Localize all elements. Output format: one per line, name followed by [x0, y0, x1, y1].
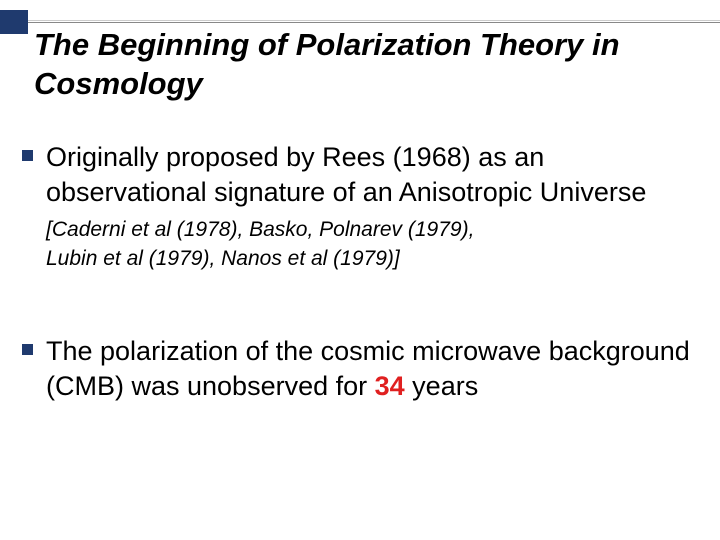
bullet-item: The polarization of the cosmic microwave…: [22, 334, 702, 404]
slide-title: The Beginning of Polarization Theory in …: [34, 26, 710, 104]
reference-text-inline: Caderni et al (1978), Basko, Polnarev (1…: [52, 218, 475, 241]
slide-content: Originally proposed by Rees (1968) as an…: [22, 140, 702, 464]
bullet-body: The polarization of the cosmic microwave…: [46, 334, 702, 404]
slide-divider-light: [28, 20, 720, 21]
bullet-marker: [22, 140, 46, 274]
emphasized-number: 34: [375, 371, 405, 401]
bullet-text: Originally proposed by Rees (1968) as an…: [46, 142, 646, 207]
bullet-text-before: The polarization of the cosmic microwave…: [46, 336, 690, 401]
reference-text-cont: Lubin et al (1979), Nanos et al (1979)]: [46, 245, 702, 273]
bullet-item: Originally proposed by Rees (1968) as an…: [22, 140, 702, 274]
bullet-marker: [22, 334, 46, 404]
square-bullet-icon: [22, 150, 33, 161]
square-bullet-icon: [22, 344, 33, 355]
bullet-text-after: years: [405, 371, 479, 401]
slide-divider: [28, 22, 720, 23]
bullet-body: Originally proposed by Rees (1968) as an…: [46, 140, 702, 274]
slide-accent-bar: [0, 10, 28, 34]
